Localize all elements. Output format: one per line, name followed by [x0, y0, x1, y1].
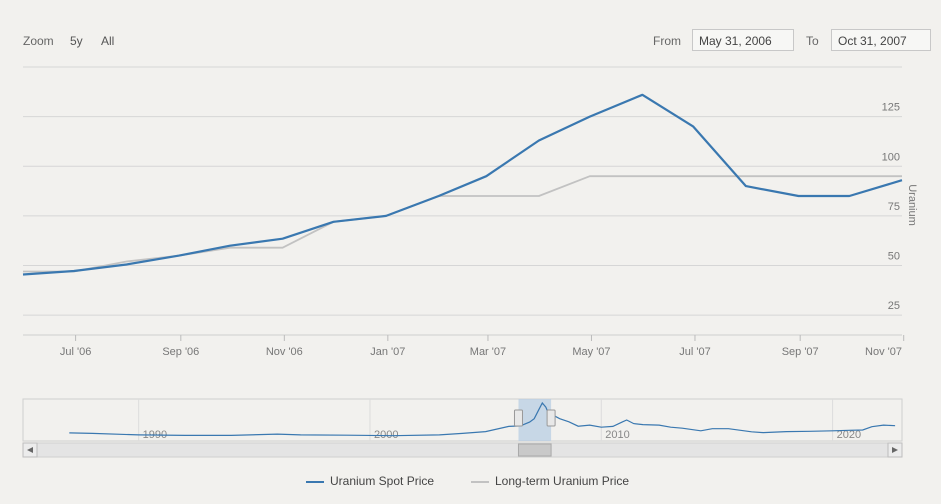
x-tick-label: Jul '07: [679, 346, 710, 358]
uranium-price-chart: Jul '06 Sep '06 Nov '06 Jan '07 Mar '07 May '…: [22, 66, 918, 458]
plot-series: [22, 93, 903, 276]
legend-item-longterm[interactable]: Long-term Uranium Price: [495, 474, 630, 488]
navigator-selection[interactable]: [518, 399, 552, 441]
x-tick-label: Jul '06: [60, 346, 91, 358]
y-axis-title: Uranium: [906, 184, 918, 226]
zoom-5y-button[interactable]: 5y: [70, 34, 83, 48]
x-axis: Jul '06 Sep '06 Nov '06 Jan '07 Mar '07 May '…: [60, 335, 905, 358]
y-tick-label: 50: [888, 251, 900, 263]
navigator-year-label: 2010: [605, 429, 629, 441]
navigator-series-line: [69, 401, 896, 437]
navigator-left-handle[interactable]: [513, 409, 523, 427]
legend-swatch-spot: [306, 481, 324, 483]
x-tick-label: Nov '07: [865, 346, 902, 358]
legend-swatch-longterm: [471, 481, 489, 483]
x-tick-label: Sep '06: [162, 346, 199, 358]
scrollbar-track[interactable]: [22, 442, 903, 458]
left-arrow-icon: [27, 447, 33, 453]
scrollbar-thumb[interactable]: [517, 443, 552, 457]
y-grid: [23, 66, 902, 336]
from-label: From: [653, 34, 681, 48]
x-tick-label: May '07: [572, 346, 610, 358]
legend-item-spot[interactable]: Uranium Spot Price: [330, 474, 435, 488]
from-date-input[interactable]: May 31, 2006: [692, 29, 794, 51]
range-selector-toolbar: Zoom 5y All From May 31, 2006 To Oct 31,…: [0, 0, 941, 60]
y-tick-label: 125: [882, 102, 900, 114]
x-tick-label: Nov '06: [266, 346, 303, 358]
navigator-scrollbar[interactable]: [22, 442, 903, 458]
navigator[interactable]: 1990 2000 2010 2020: [22, 398, 903, 442]
right-arrow-icon: [892, 447, 898, 453]
x-tick-label: Jan '07: [370, 346, 405, 358]
navigator-year-label: 2000: [374, 429, 398, 441]
x-tick-label: Mar '07: [470, 346, 506, 358]
series-line-spot-price: [22, 93, 903, 276]
chart-legend: Uranium Spot Price Long-term Uranium Pri…: [0, 470, 941, 494]
zoom-label: Zoom: [23, 34, 54, 48]
x-tick-label: Sep '07: [782, 346, 819, 358]
navigator-year-label: 2020: [837, 429, 861, 441]
zoom-all-button[interactable]: All: [101, 34, 115, 48]
y-tick-label: 100: [882, 151, 900, 163]
navigator-right-handle[interactable]: [546, 409, 556, 427]
y-tick-label: 25: [888, 300, 900, 312]
to-label: To: [806, 34, 819, 48]
y-axis: 25 50 75 100 125: [882, 102, 900, 313]
to-date-input[interactable]: Oct 31, 2007: [831, 29, 931, 51]
y-tick-label: 75: [888, 201, 900, 213]
